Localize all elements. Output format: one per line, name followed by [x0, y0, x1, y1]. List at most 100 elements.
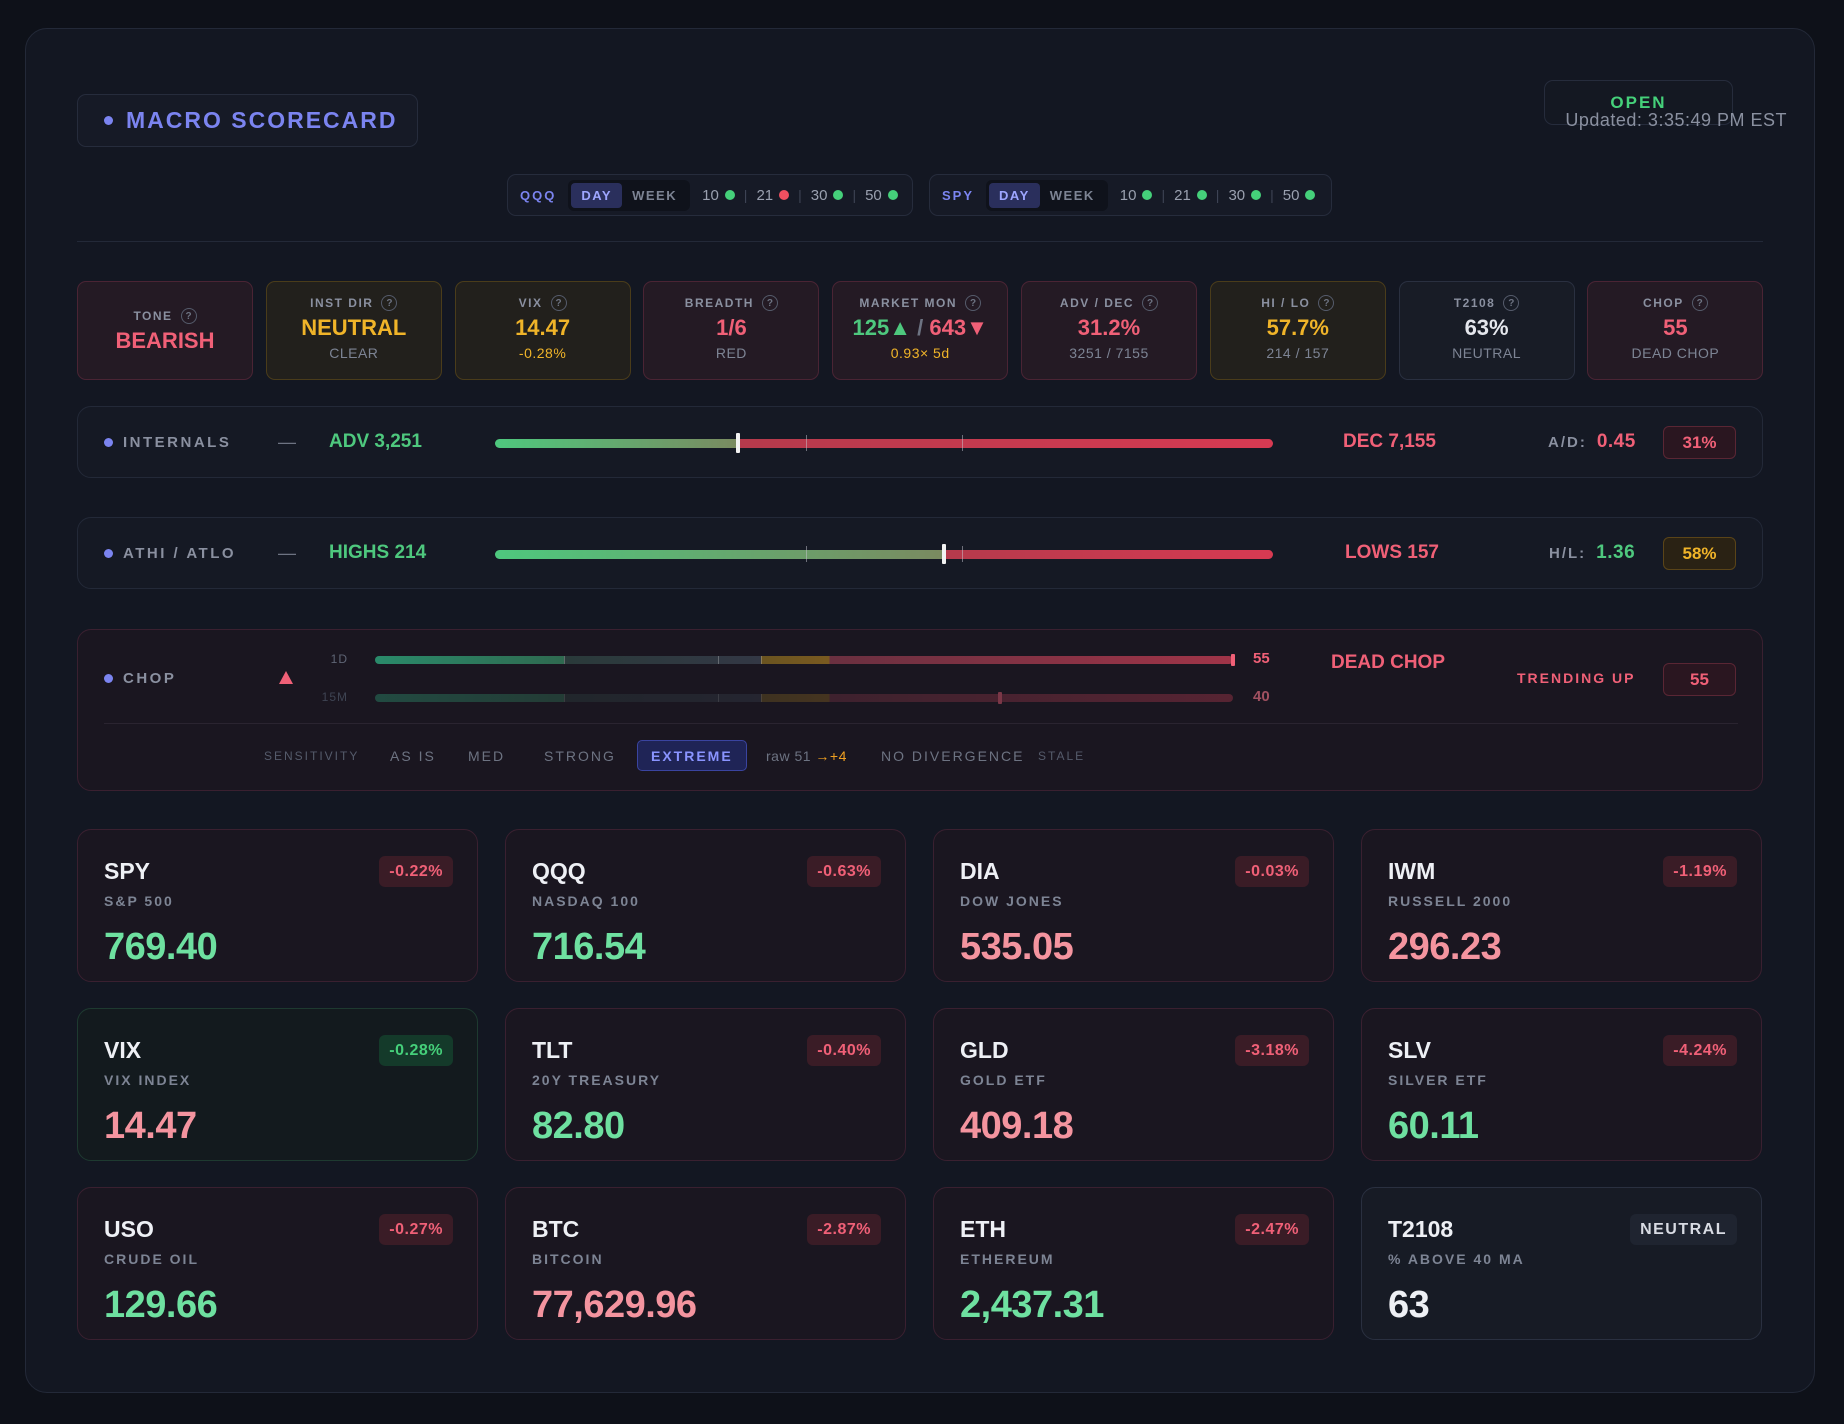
ticker-card-dia[interactable]: DIA DOW JONES 535.05 -0.03% — [933, 829, 1334, 982]
ticker-price: 129.66 — [104, 1284, 218, 1326]
ticker-symbol: TLT — [532, 1037, 573, 1063]
ticker-card-vix[interactable]: VIX VIX INDEX 14.47 -0.28% — [77, 1008, 478, 1161]
ticker-card-slv[interactable]: SLV SILVER ETF 60.11 -4.24% — [1361, 1008, 1762, 1161]
stat-label: CHOP? — [1588, 295, 1762, 311]
ticker-symbol: IWM — [1388, 858, 1436, 884]
status-dot-icon — [1142, 190, 1153, 200]
ticker-symbol: QQQ — [532, 858, 586, 884]
help-icon[interactable]: ? — [1142, 295, 1159, 311]
stat-card-adv-dec: ADV / DEC? 31.2% 3251 / 7155 — [1021, 281, 1197, 380]
internals-bar — [495, 433, 1273, 453]
athi-dash: — — [278, 542, 296, 563]
stat-value: 125▲ / 643▼ — [852, 315, 988, 340]
status-dot-icon — [1305, 190, 1316, 200]
help-icon[interactable]: ? — [761, 295, 778, 311]
triangle-up-icon — [279, 671, 293, 684]
ticker-price: 14.47 — [104, 1105, 197, 1147]
ticker-change-badge: -4.24% — [1663, 1035, 1737, 1066]
ma-separator: | — [1270, 187, 1274, 203]
ticker-card-gld[interactable]: GLD GOLD ETF 409.18 -3.18% — [933, 1008, 1334, 1161]
athi-bar — [495, 544, 1273, 564]
ticker-name: NASDAQ 100 — [532, 893, 640, 909]
athi-row: ATHI / ATLO — HIGHS 214 LOWS 157 H/L: 1.3… — [77, 517, 1763, 589]
stat-sub: 3251 / 7155 — [1069, 345, 1149, 361]
timeframe-toggle: DAY WEEK — [986, 179, 1108, 211]
tab-week[interactable]: WEEK — [1049, 187, 1095, 203]
stat-sub: NEUTRAL — [1452, 345, 1522, 361]
ma-separator: | — [743, 187, 748, 203]
ma-indicator-30: 30 — [811, 187, 844, 204]
ticker-symbol: USO — [104, 1216, 154, 1242]
ma-indicator-50: 50 — [1283, 187, 1316, 204]
tab-day[interactable]: DAY — [989, 182, 1040, 208]
ticker-symbol: GLD — [960, 1037, 1009, 1063]
athi-ratio: H/L: 1.36 — [1549, 542, 1636, 563]
tab-day[interactable]: DAY — [571, 182, 623, 208]
scorecard-title-box: MACRO SCORECARD — [77, 94, 418, 147]
ticker-card-btc[interactable]: BTC BITCOIN 77,629.96 -2.87% — [505, 1187, 906, 1340]
ticker-price: 60.11 — [1388, 1105, 1479, 1147]
ticker-card-tlt[interactable]: TLT 20Y TREASURY 82.80 -0.40% — [505, 1008, 906, 1161]
ma-indicator-21: 21 — [756, 187, 790, 204]
ticker-card-iwm[interactable]: IWM RUSSELL 2000 296.23 -1.19% — [1361, 829, 1762, 982]
stat-card-hi-lo: HI / LO? 57.7% 214 / 157 — [1209, 281, 1386, 380]
ticker-name: % ABOVE 40 MA — [1388, 1251, 1525, 1267]
ticker-card-spy[interactable]: SPY S&P 500 769.40 -0.22% — [77, 829, 478, 982]
ticker-change-badge: -2.87% — [807, 1214, 881, 1245]
help-icon[interactable]: ? — [1691, 295, 1708, 311]
stat-label: VIX? — [456, 295, 630, 311]
stat-card-t2108: T2108? 63% NEUTRAL — [1398, 281, 1575, 380]
stat-value: 63% — [1464, 315, 1509, 340]
sensitivity-option-as-is[interactable]: AS IS — [390, 747, 436, 764]
stat-card-market-mon: MARKET MON? 125▲ / 643▼ 0.93× 5d — [832, 281, 1009, 380]
help-icon[interactable]: ? — [1503, 295, 1520, 311]
status-dot-icon — [833, 190, 844, 200]
ticker-card-t2108[interactable]: T2108 % ABOVE 40 MA 63 NEUTRAL — [1361, 1187, 1762, 1340]
ticker-price: 296.23 — [1388, 926, 1502, 968]
sensitivity-option-med[interactable]: MED — [468, 747, 506, 764]
help-icon[interactable]: ? — [1318, 295, 1335, 311]
chop-panel: CHOP 1D 55 15M 40 DEAD CHOP TRENDING UP … — [77, 629, 1763, 791]
ticker-card-uso[interactable]: USO CRUDE OIL 129.66 -0.27% — [77, 1187, 478, 1340]
status-dot-icon — [779, 190, 790, 200]
internals-bar-marker — [735, 433, 740, 453]
help-icon[interactable]: ? — [965, 295, 982, 311]
chop-level-marker — [1231, 654, 1235, 666]
help-icon[interactable]: ? — [550, 295, 567, 311]
help-icon[interactable]: ? — [381, 295, 398, 311]
stat-value: NEUTRAL — [301, 315, 407, 340]
sensitivity-option-extreme[interactable]: EXTREME — [637, 740, 747, 771]
ticker-price: 82.80 — [532, 1105, 625, 1147]
stat-label: INST DIR? — [267, 295, 441, 311]
ticker-price: 77,629.96 — [532, 1284, 697, 1326]
ticker-symbol: SPY — [104, 858, 151, 884]
bar-tick — [806, 546, 807, 562]
ticker-name: 20Y TREASURY — [532, 1072, 662, 1088]
chop-track-value-15m: 40 — [1253, 688, 1270, 705]
ticker-name: CRUDE OIL — [104, 1251, 199, 1267]
chop-label: CHOP — [104, 670, 176, 687]
athi-label: ATHI / ATLO — [104, 518, 236, 588]
ticker-name: ETHEREUM — [960, 1251, 1055, 1267]
chop-tick — [563, 694, 565, 702]
status-dot-icon — [1196, 190, 1207, 200]
tab-week[interactable]: WEEK — [632, 187, 678, 203]
chop-tick — [718, 694, 720, 702]
ticker-card-qqq[interactable]: QQQ NASDAQ 100 716.54 -0.63% — [505, 829, 906, 982]
chop-score-badge: 55 — [1663, 663, 1736, 696]
chop-tick — [718, 656, 720, 664]
divider — [104, 723, 1738, 724]
chop-raw: raw 51 →+4 — [766, 747, 847, 764]
stat-card-inst-dir: INST DIR? NEUTRAL CLEAR — [265, 281, 442, 380]
ticker-change-badge: NEUTRAL — [1630, 1214, 1737, 1245]
stat-sub: 0.93× 5d — [890, 345, 950, 361]
help-icon[interactable]: ? — [180, 308, 197, 324]
sensitivity-option-strong[interactable]: STRONG — [544, 747, 616, 764]
ticker-price: 535.05 — [960, 926, 1074, 968]
timeframe-symbol: SPY — [942, 187, 975, 203]
internals-dec: DEC 7,155 — [1343, 431, 1436, 452]
stat-card-tone: TONE? BEARISH — [77, 281, 253, 380]
status-dot-icon — [1251, 190, 1262, 200]
updated-timestamp: Updated: 3:35:49 PM EST — [1565, 110, 1787, 130]
ticker-card-eth[interactable]: ETH ETHEREUM 2,437.31 -2.47% — [933, 1187, 1334, 1340]
